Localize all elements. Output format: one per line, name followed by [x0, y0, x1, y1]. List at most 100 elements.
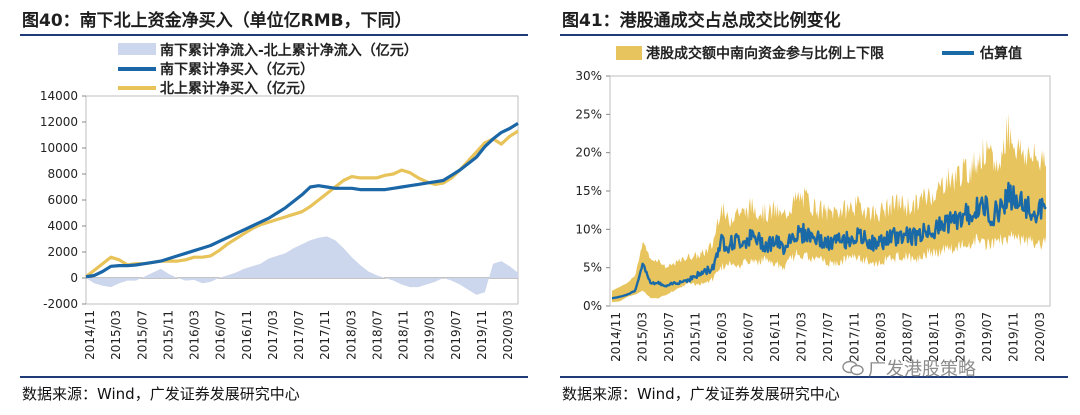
y-tick-label: 4000: [47, 219, 78, 233]
x-tick: 2016/03: [188, 310, 202, 360]
x-tick: 2019/11: [1007, 312, 1021, 362]
x-tick: 2018/03: [344, 310, 358, 360]
figure-40-panel: 图40：南下北上资金净买入（单位亿RMB，下同） -2000 0 2000 4000 6…: [20, 11, 528, 403]
figure-41-source: 数据来源：Wind，广发证券发展研究中心: [562, 385, 840, 403]
x-tick: 2017/07: [292, 310, 306, 360]
x-tick: 2018/11: [397, 310, 411, 360]
x-tick: 2017/11: [318, 310, 332, 360]
figure-41-chart: 0% 5% 10% 15% 20% 25% 30% 2014/11 2015/03 2015/0…: [575, 45, 1051, 362]
x-tick-label: 2017/11: [848, 312, 862, 362]
y-tick-label: 12000: [40, 115, 78, 129]
y-tick-label: 0: [70, 271, 78, 285]
x-tick-label: 2015/07: [662, 312, 676, 362]
x-tick-label: 2015/11: [689, 312, 703, 362]
legend-label: 南下累计净流入-北上累计净流入（亿元）: [160, 42, 418, 59]
x-tick-label: 2014/11: [609, 312, 623, 362]
y-tick-label: 30%: [575, 69, 602, 83]
x-tick-label: 2018/07: [370, 310, 384, 360]
x-tick-label: 2016/03: [188, 310, 202, 360]
y-tick-label: 5%: [583, 261, 602, 275]
x-tick: 2018/07: [901, 312, 915, 362]
x-tick-label: 2017/03: [266, 310, 280, 360]
x-tick-label: 2017/07: [821, 312, 835, 362]
participation-range-band: [612, 112, 1046, 303]
x-tick: 2018/11: [927, 312, 941, 362]
x-tick-label: 2020/03: [1033, 312, 1047, 362]
x-tick: 2014/11: [609, 312, 623, 362]
x-tick: 2019/07: [980, 312, 994, 362]
x-tick-label: 2018/11: [397, 310, 411, 360]
legend-swatch-band: [616, 46, 642, 60]
y-tick-label: -2000: [43, 297, 78, 311]
net-flow-area: [86, 236, 518, 295]
x-tick: 2019/07: [449, 310, 463, 360]
x-tick-label: 2017/07: [292, 310, 306, 360]
x-tick-label: 2017/11: [318, 310, 332, 360]
x-tick: 2019/03: [954, 312, 968, 362]
x-tick: 2016/03: [715, 312, 729, 362]
x-tick: 2015/03: [636, 312, 650, 362]
figure-41-top-rule: [560, 34, 1068, 36]
x-tick: 2017/03: [795, 312, 809, 362]
y-tick-label: 0%: [583, 299, 602, 313]
x-tick-label: 2015/03: [109, 310, 123, 360]
x-tick-label: 2016/11: [768, 312, 782, 362]
y-tick-label: 15%: [575, 184, 602, 198]
x-tick-label: 2016/11: [240, 310, 254, 360]
legend-swatch-area: [118, 43, 156, 55]
legend-label: 南下累计净买入（亿元）: [160, 61, 314, 78]
x-tick-label: 2015/07: [135, 310, 149, 360]
legend-label: 港股成交额中南向资金参与比例上下限: [646, 45, 884, 62]
x-tick: 2015/07: [135, 310, 149, 360]
x-tick-label: 2018/03: [344, 310, 358, 360]
x-tick: 2015/03: [109, 310, 123, 360]
x-tick: 2017/07: [821, 312, 835, 362]
x-tick: 2016/11: [240, 310, 254, 360]
wechat-icon: [842, 360, 864, 376]
figure-40-chart: -2000 0 2000 4000 6000 8000 10000 12000 14000 20…: [40, 42, 519, 360]
x-tick-label: 2015/11: [161, 310, 175, 360]
x-tick: 2016/07: [214, 310, 228, 360]
watermark: 广发港股策略: [842, 355, 976, 381]
x-tick: 2017/11: [848, 312, 862, 362]
x-tick-label: 2015/03: [636, 312, 650, 362]
x-tick: 2020/03: [501, 310, 515, 360]
x-tick: 2019/03: [423, 310, 437, 360]
x-tick-label: 2016/07: [742, 312, 756, 362]
y-tick-label: 2000: [47, 245, 78, 259]
x-tick-label: 2019/07: [980, 312, 994, 362]
x-tick-label: 2018/07: [901, 312, 915, 362]
y-tick-label: 6000: [47, 193, 78, 207]
figure-41-bottom-rule: [560, 376, 1068, 378]
x-tick-label: 2014/11: [83, 310, 97, 360]
x-tick: 2018/03: [874, 312, 888, 362]
legend-label: 估算值: [979, 45, 1022, 62]
figure-41-title: 图41：港股通成交占总成交比例变化: [562, 11, 841, 31]
x-tick-label: 2020/03: [501, 310, 515, 360]
y-tick-label: 14000: [40, 89, 78, 103]
x-tick: 2020/03: [1033, 312, 1047, 362]
y-tick-label: 25%: [575, 107, 602, 121]
legend-label: 北上累计净买入（亿元）: [160, 80, 314, 97]
y-tick-label: 10%: [575, 222, 602, 236]
x-tick-label: 2019/03: [954, 312, 968, 362]
x-tick-label: 2019/11: [475, 310, 489, 360]
figure-40-title: 图40：南下北上资金净买入（单位亿RMB，下同）: [22, 11, 412, 31]
figure-41-panel: 图41：港股通成交占总成交比例变化 0% 5% 10% 15% 20% 25% 30% 20…: [540, 0, 1080, 415]
x-tick-label: 2019/07: [449, 310, 463, 360]
x-tick: 2018/07: [370, 310, 384, 360]
x-tick: 2017/03: [266, 310, 280, 360]
figure-40-bottom-rule: [20, 376, 528, 378]
y-tick-label: 20%: [575, 146, 602, 160]
estimate-line: [611, 181, 1047, 300]
watermark-text: 广发港股策略: [868, 359, 976, 380]
x-tick: 2015/11: [161, 310, 175, 360]
x-tick: 2015/11: [689, 312, 703, 362]
x-tick: 2016/07: [742, 312, 756, 362]
figure-40-top-rule: [20, 34, 528, 36]
x-tick-label: 2017/03: [795, 312, 809, 362]
x-tick: 2014/11: [83, 310, 97, 360]
x-tick-label: 2019/03: [423, 310, 437, 360]
x-tick: 2019/11: [475, 310, 489, 360]
